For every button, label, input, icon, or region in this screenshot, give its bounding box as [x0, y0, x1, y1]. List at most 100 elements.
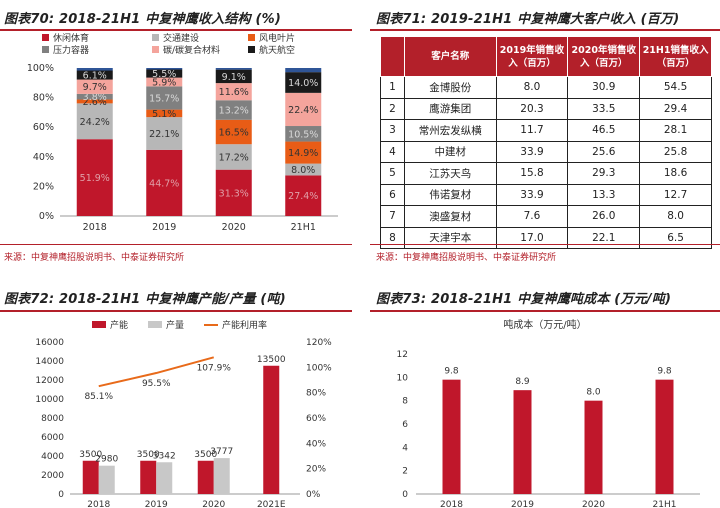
- y2-tick-label: 120%: [306, 338, 332, 348]
- y-tick-label: 16000: [35, 338, 64, 348]
- x-tick-label: 2019: [145, 500, 168, 508]
- figure-71-title: 图表71: 2019-21H1 中复神鹰大客户收入 (百万): [376, 12, 680, 27]
- y-tick-label: 8000: [41, 414, 64, 424]
- revenue-2019: 20.3: [495, 97, 569, 120]
- bar-segment: [285, 175, 322, 216]
- y2-tick-label: 20%: [306, 465, 326, 475]
- row-index: 7: [380, 205, 405, 228]
- segment-label: 27.4%: [288, 191, 318, 202]
- row-index: 8: [380, 226, 405, 249]
- bar-output: [156, 462, 173, 494]
- table-row: 7 澳盛复材 7.6 26.0 8.0: [380, 205, 712, 228]
- figure-70-source-rule: [0, 244, 352, 245]
- bar-label: 2980: [95, 455, 118, 465]
- bar-segment: [76, 93, 113, 100]
- revenue-2019: 33.9: [495, 183, 569, 206]
- bar-segment: [76, 99, 113, 104]
- bar-segment: [285, 92, 322, 127]
- segment-label: 5.5%: [152, 69, 176, 80]
- figure-70-panel: 图表70: 2018-21H1 中复神鹰收入结构 (%) 休闲体育 交通建设 风电叶…: [0, 0, 352, 268]
- y-tick-label: 2000: [41, 471, 64, 481]
- y2-tick-label: 60%: [306, 414, 326, 424]
- revenue-21h1: 29.4: [639, 97, 712, 120]
- legend-label: 航天航空: [259, 44, 295, 56]
- bar-output: [98, 465, 115, 494]
- figure-73-rule: [370, 310, 720, 312]
- figure-72-title: 图表72: 2018-21H1 中复神鹰产能/产量 (吨): [4, 292, 286, 307]
- segment-label: 14.0%: [288, 78, 318, 89]
- revenue-2019: 7.6: [495, 205, 569, 228]
- segment-label: 2.6%: [83, 97, 107, 108]
- revenue-21h1: 25.8: [639, 140, 712, 163]
- bar-segment: [146, 109, 183, 118]
- revenue-2019: 15.8: [495, 162, 569, 185]
- revenue-21h1: 12.7: [639, 183, 712, 206]
- bar-segment: [76, 103, 113, 140]
- revenue-2020: 46.5: [567, 119, 641, 142]
- bar-segment: [146, 77, 183, 87]
- bar-label: 8.0: [586, 388, 601, 398]
- y-tick-label: 8: [402, 397, 408, 407]
- y-tick-label: 20%: [33, 181, 54, 192]
- legend-label: 产能: [110, 319, 128, 331]
- legend-label: 休闲体育: [53, 32, 89, 44]
- segment-label: 24.2%: [80, 117, 110, 128]
- figure-70-source: 来源：中复神鹰招股说明书、中泰证券研究所: [4, 253, 185, 263]
- legend-swatch: [42, 34, 49, 41]
- legend-label: 产量: [166, 319, 184, 331]
- customer-name: 中建材: [403, 140, 497, 163]
- bar-segment: [146, 86, 183, 110]
- line-label: 85.1%: [84, 392, 113, 402]
- line-label: 107.9%: [197, 363, 232, 373]
- legend-swatch: [148, 321, 162, 328]
- x-tick-label: 2018: [440, 500, 463, 508]
- bar-segment: [76, 68, 113, 71]
- y-tick-label: 12000: [35, 376, 64, 386]
- x-tick-label: 2018: [83, 222, 107, 233]
- revenue-21h1: 28.1: [639, 119, 712, 142]
- bar-segment: [215, 119, 252, 145]
- figure-73-title: 图表73: 2018-21H1 中复神鹰吨成本 (万元/吨): [376, 292, 672, 307]
- table-row: 6 伟诺复材 33.9 13.3 12.7: [380, 183, 712, 206]
- segment-label: 5.1%: [152, 109, 176, 120]
- revenue-2019: 33.9: [495, 140, 569, 163]
- legend-label: 交通建设: [163, 32, 199, 44]
- figure-71-source-rule: [370, 244, 720, 245]
- customer-name: 伟诺复材: [403, 183, 497, 206]
- segment-label: 51.9%: [80, 173, 110, 184]
- y-tick-label: 6: [402, 420, 408, 430]
- customer-name: 金博股份: [403, 76, 497, 99]
- bar-label: 3500: [137, 450, 160, 460]
- segment-label: 10.5%: [288, 129, 318, 140]
- segment-label: 9.7%: [83, 82, 107, 93]
- y-tick-label: 4000: [41, 452, 64, 462]
- customer-name: 天津宇本: [403, 226, 497, 249]
- segment-label: 6.1%: [83, 71, 107, 82]
- revenue-2020: 25.6: [567, 140, 641, 163]
- row-index: 1: [380, 76, 405, 99]
- customer-name: 常州宏发纵横: [403, 119, 497, 142]
- bar-segment: [285, 126, 322, 142]
- customer-table-header: 客户名称 2019年销售收入（百万） 2020年销售收入（百万） 21H1销售收…: [380, 36, 712, 77]
- y-tick-label: 40%: [33, 152, 54, 163]
- table-row: 4 中建材 33.9 25.6 25.8: [380, 140, 712, 163]
- bar-label: 3777: [210, 447, 233, 457]
- y-tick-label: 0: [402, 490, 408, 500]
- row-index: 5: [380, 162, 405, 185]
- y-tick-label: 2: [402, 467, 408, 477]
- figure-73-chart: 吨成本（万元/吨） 0 2 4 6 8 10 12 9.8 2018 8.9 2019 8.0 2020 9…: [397, 318, 700, 508]
- x-tick-label: 21H1: [653, 500, 677, 508]
- bar: [442, 379, 461, 494]
- row-index: 3: [380, 119, 405, 142]
- legend-swatch: [248, 46, 255, 53]
- y2-tick-label: 100%: [306, 363, 332, 373]
- customer-name: 江苏天鸟: [403, 162, 497, 185]
- bar-segment: [215, 169, 252, 216]
- y-tick-label: 12: [397, 350, 408, 360]
- table-row: 1 金博股份 8.0 30.9 54.5: [380, 76, 712, 99]
- figure-70-title: 图表70: 2018-21H1 中复神鹰收入结构 (%): [4, 12, 281, 27]
- segment-label: 14.9%: [288, 148, 318, 159]
- figure-73-panel: 图表73: 2018-21H1 中复神鹰吨成本 (万元/吨) 吨成本（万元/吨）…: [370, 280, 720, 508]
- bar-label: 13500: [257, 355, 286, 365]
- header-2020: 2020年销售收入（百万）: [567, 36, 641, 77]
